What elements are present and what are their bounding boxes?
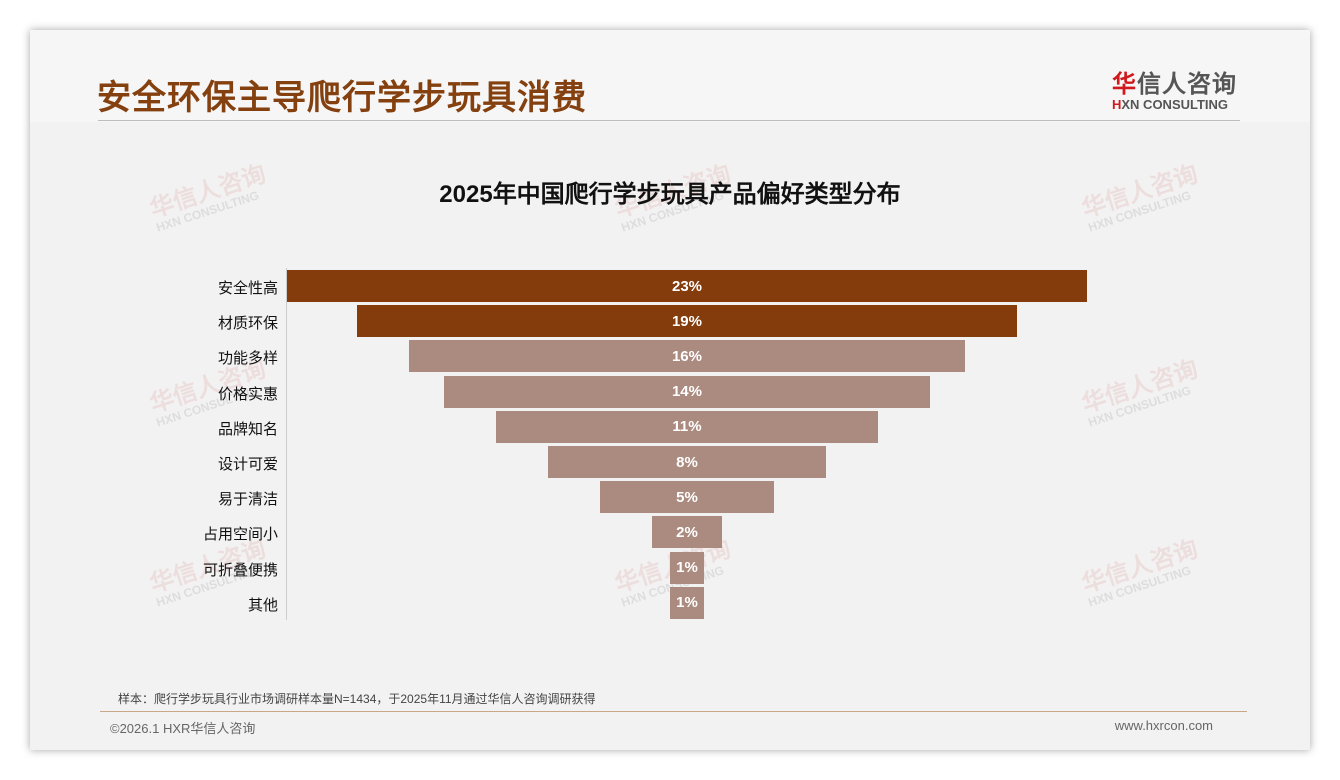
data-label: 16% <box>671 347 702 365</box>
logo-en-text: XN CONSULTING <box>1121 97 1229 112</box>
funnel-bar: 23% <box>287 270 1087 302</box>
logo-en-mark: H <box>1112 97 1122 112</box>
data-label: 5% <box>676 488 698 506</box>
data-label: 11% <box>672 418 702 436</box>
category-label: 功能多样 <box>217 350 278 368</box>
slide: 安全环保主导爬行学步玩具消费 华信人咨询 HXN CONSULTING 华信人咨… <box>30 30 1310 750</box>
logo: 华信人咨询 HXN CONSULTING <box>1112 64 1237 112</box>
funnel-bar: 16% <box>408 340 966 373</box>
chart-title: 2025年中国爬行学步玩具产品偏好类型分布 <box>439 181 901 208</box>
category-label: 价格实惠 <box>217 385 278 403</box>
logo-mark: 华 <box>1112 71 1137 98</box>
funnel-bar: 14% <box>443 375 931 408</box>
footer-divider <box>100 711 1247 712</box>
funnel-bar: 19% <box>356 305 1018 338</box>
category-label: 设计可爱 <box>217 456 278 473</box>
data-label: 14% <box>671 383 702 401</box>
category-label: 其他 <box>247 596 278 614</box>
funnel-bar: 2% <box>652 516 722 549</box>
funnel-bar: 1% <box>669 586 705 619</box>
logo-text: 信人咨询 <box>1137 71 1237 98</box>
data-label: 1% <box>676 594 698 612</box>
category-label: 易于清洁 <box>217 491 278 509</box>
data-label: 2% <box>676 523 698 541</box>
data-label: 1% <box>676 559 698 577</box>
header-divider <box>98 120 1240 121</box>
category-label: 可折叠便携 <box>202 561 278 579</box>
data-label: 23% <box>671 277 703 295</box>
website-url: www.hxrcon.com <box>1114 718 1213 733</box>
data-label: 8% <box>676 453 698 471</box>
category-label: 安全性高 <box>217 280 278 297</box>
funnel-bar: 5% <box>600 481 774 514</box>
page-title: 安全环保主导爬行学步玩具消费 <box>97 79 587 117</box>
category-label: 材质环保 <box>217 315 278 333</box>
copyright: ©2026.1 HXR华信人咨询 <box>110 721 256 736</box>
category-label: 占用空间小 <box>202 526 278 544</box>
category-label: 品牌知名 <box>217 420 278 438</box>
funnel-bar: 11% <box>495 410 879 443</box>
funnel-bar: 8% <box>547 446 827 478</box>
sample-note: 样本：爬行学步玩具行业市场调研样本量N=1434，于2025年11月通过华信人咨… <box>118 692 596 706</box>
category-axis <box>286 268 287 620</box>
funnel-bar: 1% <box>669 551 705 584</box>
data-label: 19% <box>671 312 702 330</box>
header <box>30 30 1310 122</box>
